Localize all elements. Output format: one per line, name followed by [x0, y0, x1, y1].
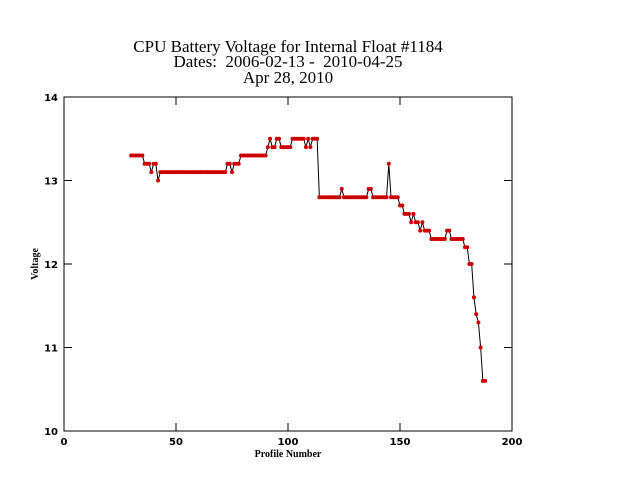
data-point — [315, 136, 320, 141]
data-point — [339, 186, 344, 191]
chart-title: CPU Battery Voltage for Internal Float #… — [133, 37, 443, 56]
data-point — [395, 195, 400, 200]
data-point — [409, 220, 414, 225]
data-point — [147, 161, 152, 166]
data-point — [277, 136, 282, 141]
data-point — [415, 220, 420, 225]
data-point — [460, 236, 465, 241]
x-axis-label: Profile Number — [255, 449, 322, 460]
data-point — [483, 378, 488, 383]
data-point — [469, 262, 474, 266]
data-point — [418, 228, 423, 233]
data-point — [140, 153, 145, 158]
chart-subtitle: Dates: 2006-02-13 - 2010-04-25 — [174, 52, 403, 71]
data-point — [386, 161, 391, 166]
data-point — [236, 161, 241, 166]
data-point — [288, 145, 293, 150]
data-point — [153, 161, 158, 166]
x-tick-label: 50 — [169, 437, 183, 448]
data-point — [476, 320, 481, 325]
data-point — [420, 220, 425, 225]
data-point — [474, 312, 479, 317]
x-tick-label: 100 — [278, 437, 299, 448]
chart-date: Apr 28, 2010 — [243, 68, 333, 87]
data-point — [478, 345, 483, 350]
data-point — [268, 136, 273, 141]
data-point — [368, 186, 373, 191]
data-line — [131, 136, 486, 382]
x-tick-label: 200 — [502, 437, 523, 448]
data-point — [149, 170, 154, 175]
data-point — [447, 228, 452, 233]
data-point — [227, 161, 232, 166]
data-point — [306, 136, 311, 141]
data-point — [337, 195, 342, 200]
data-point — [400, 203, 405, 208]
data-point — [265, 145, 270, 150]
y-tick-label: 12 — [44, 260, 58, 271]
y-tick-label: 13 — [44, 177, 58, 188]
data-point — [156, 178, 161, 183]
y-tick-label: 10 — [44, 427, 58, 438]
y-tick-label: 14 — [44, 93, 58, 104]
y-tick-label: 11 — [44, 344, 58, 355]
data-point — [230, 170, 234, 175]
data-point — [442, 236, 447, 241]
data-point — [411, 211, 416, 216]
x-tick-label: 0 — [61, 437, 68, 448]
data-point — [303, 145, 308, 150]
data-point — [471, 295, 476, 300]
data-point — [465, 245, 470, 250]
data-point — [263, 153, 268, 158]
data-point — [301, 136, 306, 141]
data-point — [406, 211, 411, 216]
x-tick-label: 150 — [390, 437, 411, 448]
data-point — [384, 195, 389, 200]
y-axis-label: Voltage — [30, 248, 41, 280]
data-point — [223, 170, 228, 175]
data-point — [272, 145, 277, 150]
data-point — [308, 145, 313, 150]
data-point — [364, 195, 369, 200]
data-point — [427, 228, 432, 233]
